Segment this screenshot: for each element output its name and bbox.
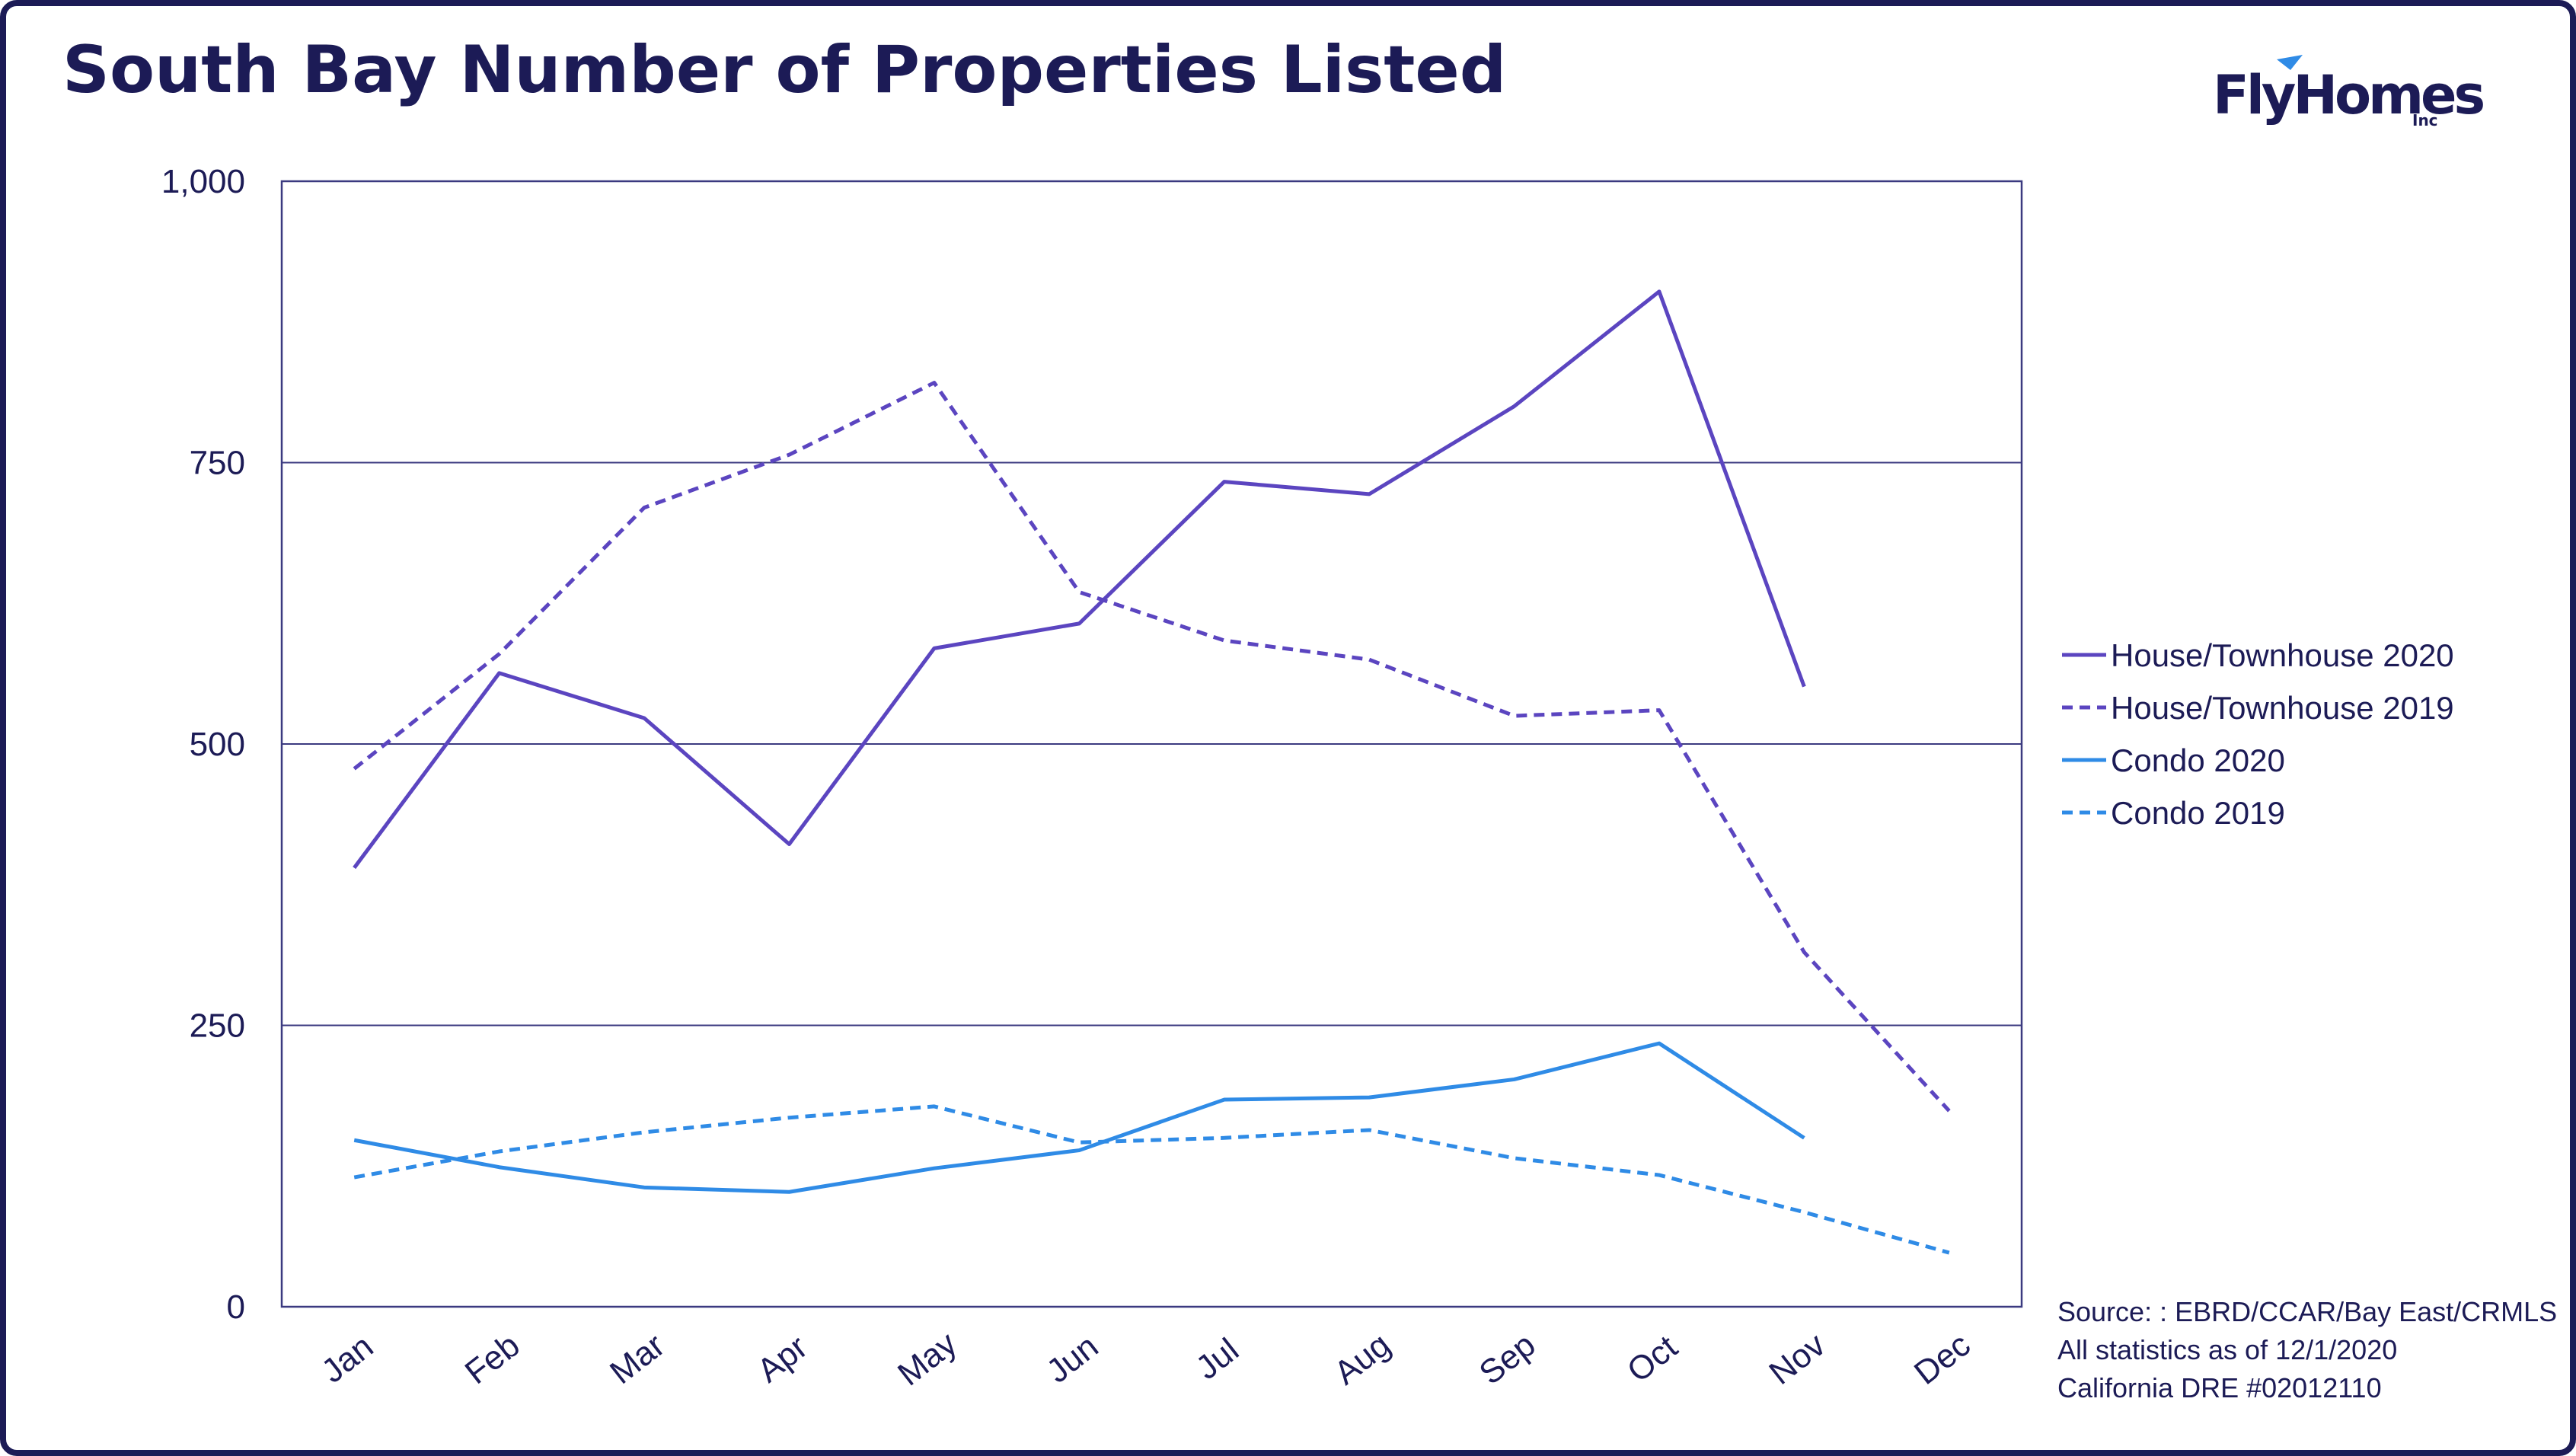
y-tick-label: 250	[190, 1007, 245, 1045]
y-axis-ticks: 0 250 500 750 1,000	[161, 163, 245, 1326]
legend-label: House/Townhouse 2019	[2111, 690, 2454, 726]
x-tick-label: Aug	[1327, 1326, 1397, 1392]
x-tick-label: Dec	[1907, 1326, 1977, 1392]
y-tick-label: 0	[227, 1288, 245, 1326]
logo-suffix: Inc	[2412, 111, 2438, 129]
source-note: Source: : EBRD/CCAR/Bay East/CRMLS All s…	[2057, 1293, 2557, 1407]
x-tick-label: Feb	[458, 1327, 527, 1391]
series-line	[353, 289, 1806, 870]
source-line-2: All statistics as of 12/1/2020	[2057, 1334, 2398, 1365]
source-line-3: California DRE #02012110	[2057, 1372, 2382, 1403]
flyhomes-logo: FlyHomes Inc	[2213, 53, 2485, 137]
x-axis-ticks: Jan Feb Mar Apr May Jun Jul Aug Sep Oct Nov Dec	[314, 1325, 1977, 1394]
y-tick-label: 750	[190, 445, 245, 482]
x-tick-label: Apr	[750, 1328, 814, 1390]
x-tick-label: May	[891, 1325, 964, 1394]
logo-text: FlyHomes	[2213, 64, 2485, 126]
series-line	[353, 1041, 1805, 1194]
legend-label: Condo 2020	[2111, 742, 2285, 778]
x-tick-label: Sep	[1473, 1326, 1543, 1392]
legend: House/Townhouse 2020 House/Townhouse 2019…	[2062, 637, 2454, 831]
plot-border	[280, 180, 2023, 1308]
legend-label: Condo 2019	[2111, 795, 2285, 831]
chart-title: South Bay Number of Properties Listed	[62, 32, 1507, 108]
series-line	[353, 381, 1951, 1113]
legend-label: House/Townhouse 2020	[2111, 637, 2454, 673]
y-tick-label: 500	[190, 726, 245, 763]
x-tick-label: Oct	[1620, 1328, 1684, 1390]
y-tick-label: 1,000	[161, 163, 245, 200]
x-tick-label: Mar	[603, 1327, 672, 1391]
series-layer	[353, 289, 1951, 1255]
x-tick-label: Jul	[1189, 1331, 1246, 1387]
logo-mark-icon	[2277, 55, 2303, 70]
x-tick-label: Nov	[1763, 1326, 1833, 1392]
grid-layer	[282, 461, 2022, 1027]
source-line-1: Source: : EBRD/CCAR/Bay East/CRMLS	[2057, 1296, 2558, 1327]
series-line	[353, 1104, 1950, 1255]
x-tick-label: Jun	[1039, 1327, 1105, 1390]
x-tick-label: Jan	[314, 1327, 380, 1390]
